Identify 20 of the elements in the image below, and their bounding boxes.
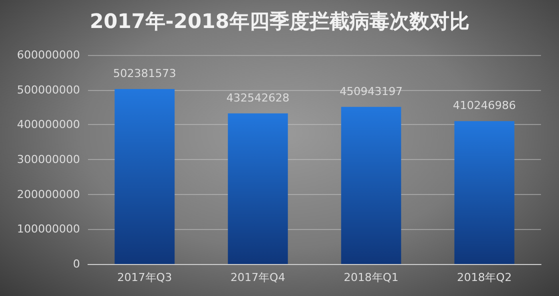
- data-label: 502381573: [113, 67, 176, 80]
- x-tick-label: 2017年Q3: [117, 271, 172, 284]
- x-tick-label: 2018年Q1: [344, 271, 398, 284]
- x-tick-label: 2017年Q4: [230, 271, 286, 284]
- bar: [454, 121, 514, 264]
- y-tick-label: 600000000: [17, 48, 80, 62]
- data-label: 410246986: [452, 99, 516, 112]
- chart-title: 2017年-2018年四季度拦截病毒次数对比: [90, 9, 470, 33]
- data-label: 450943197: [340, 84, 403, 98]
- bar: [341, 106, 402, 264]
- bar: [228, 113, 288, 264]
- y-tick-label: 100000000: [17, 222, 80, 236]
- y-tick-label: 400000000: [17, 118, 80, 132]
- y-tick-label: 200000000: [17, 188, 80, 201]
- x-tick-label: 2018年Q2: [457, 271, 512, 284]
- y-tick-label: 0: [73, 258, 80, 270]
- y-tick-label: 300000000: [17, 153, 80, 166]
- y-tick-label: 500000000: [17, 83, 80, 96]
- data-label: 432542628: [226, 91, 290, 104]
- bar: [114, 89, 175, 264]
